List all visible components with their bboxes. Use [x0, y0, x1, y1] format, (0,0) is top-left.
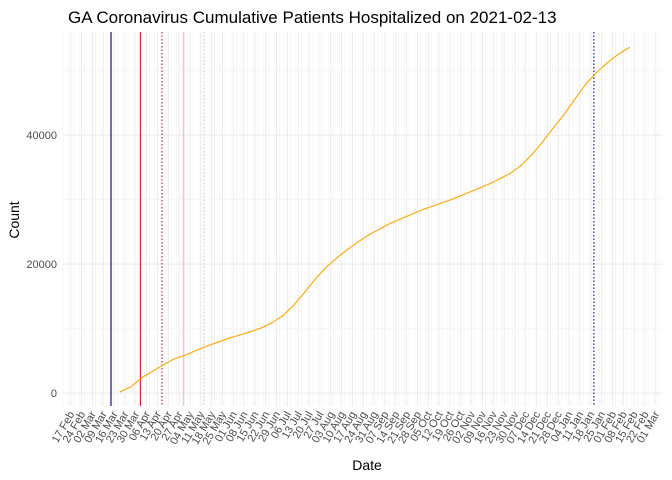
data-point: [325, 266, 327, 268]
data-point: [184, 354, 186, 356]
data-point: [217, 341, 219, 343]
data-point: [336, 257, 338, 259]
data-point: [173, 358, 176, 360]
data-point: [585, 82, 587, 85]
data-point: [303, 291, 306, 294]
data-point: [282, 315, 284, 317]
data-point: [444, 200, 446, 203]
y-axis-title: Count: [6, 201, 22, 238]
data-point: [152, 370, 154, 372]
data-point: [596, 71, 598, 73]
series-line: [120, 47, 630, 393]
data-point: [498, 178, 501, 180]
data-point: [607, 61, 609, 63]
data-point: [379, 228, 381, 230]
data-point: [401, 217, 403, 219]
y-tick-label: 20000: [26, 259, 57, 271]
data-point: [249, 331, 251, 333]
y-tick-label: 0: [51, 388, 57, 400]
data-point: [488, 183, 490, 185]
data-point: [314, 278, 316, 280]
data-point: [618, 53, 620, 55]
data-point: [228, 337, 230, 339]
data-point: [206, 345, 208, 347]
data-point: [455, 197, 457, 199]
data-point: [423, 208, 425, 210]
data-point: [412, 213, 414, 215]
data-point: [531, 153, 533, 156]
data-point: [130, 386, 132, 388]
y-tick-label: 40000: [26, 130, 57, 142]
data-point: [358, 240, 360, 243]
data-point: [271, 322, 273, 324]
data-point: [520, 164, 522, 167]
data-point: [195, 349, 197, 352]
data-point: [542, 141, 544, 143]
data-point: [293, 304, 295, 307]
data-point: [390, 222, 392, 224]
data-point: [163, 364, 165, 366]
x-axis-title: Date: [352, 457, 382, 473]
grid: [62, 32, 662, 406]
data-point: [509, 172, 511, 174]
chart-title: GA Coronavirus Cumulative Patients Hospi…: [68, 8, 557, 27]
reference-lines: [110, 32, 595, 406]
data-point: [433, 204, 436, 207]
data-point: [368, 233, 371, 236]
data-point: [347, 248, 349, 250]
y-axis: 0 20000 40000: [26, 130, 57, 400]
data-point: [466, 192, 468, 194]
data-point: [574, 97, 576, 100]
data-point: [141, 377, 143, 379]
data-point: [553, 126, 555, 129]
data-point: [260, 327, 262, 329]
data-point: [119, 391, 121, 393]
data-point: [563, 113, 566, 115]
data-point: [628, 46, 631, 49]
data-point: [477, 188, 479, 190]
data-point: [238, 334, 241, 336]
series-layer: [119, 46, 631, 393]
